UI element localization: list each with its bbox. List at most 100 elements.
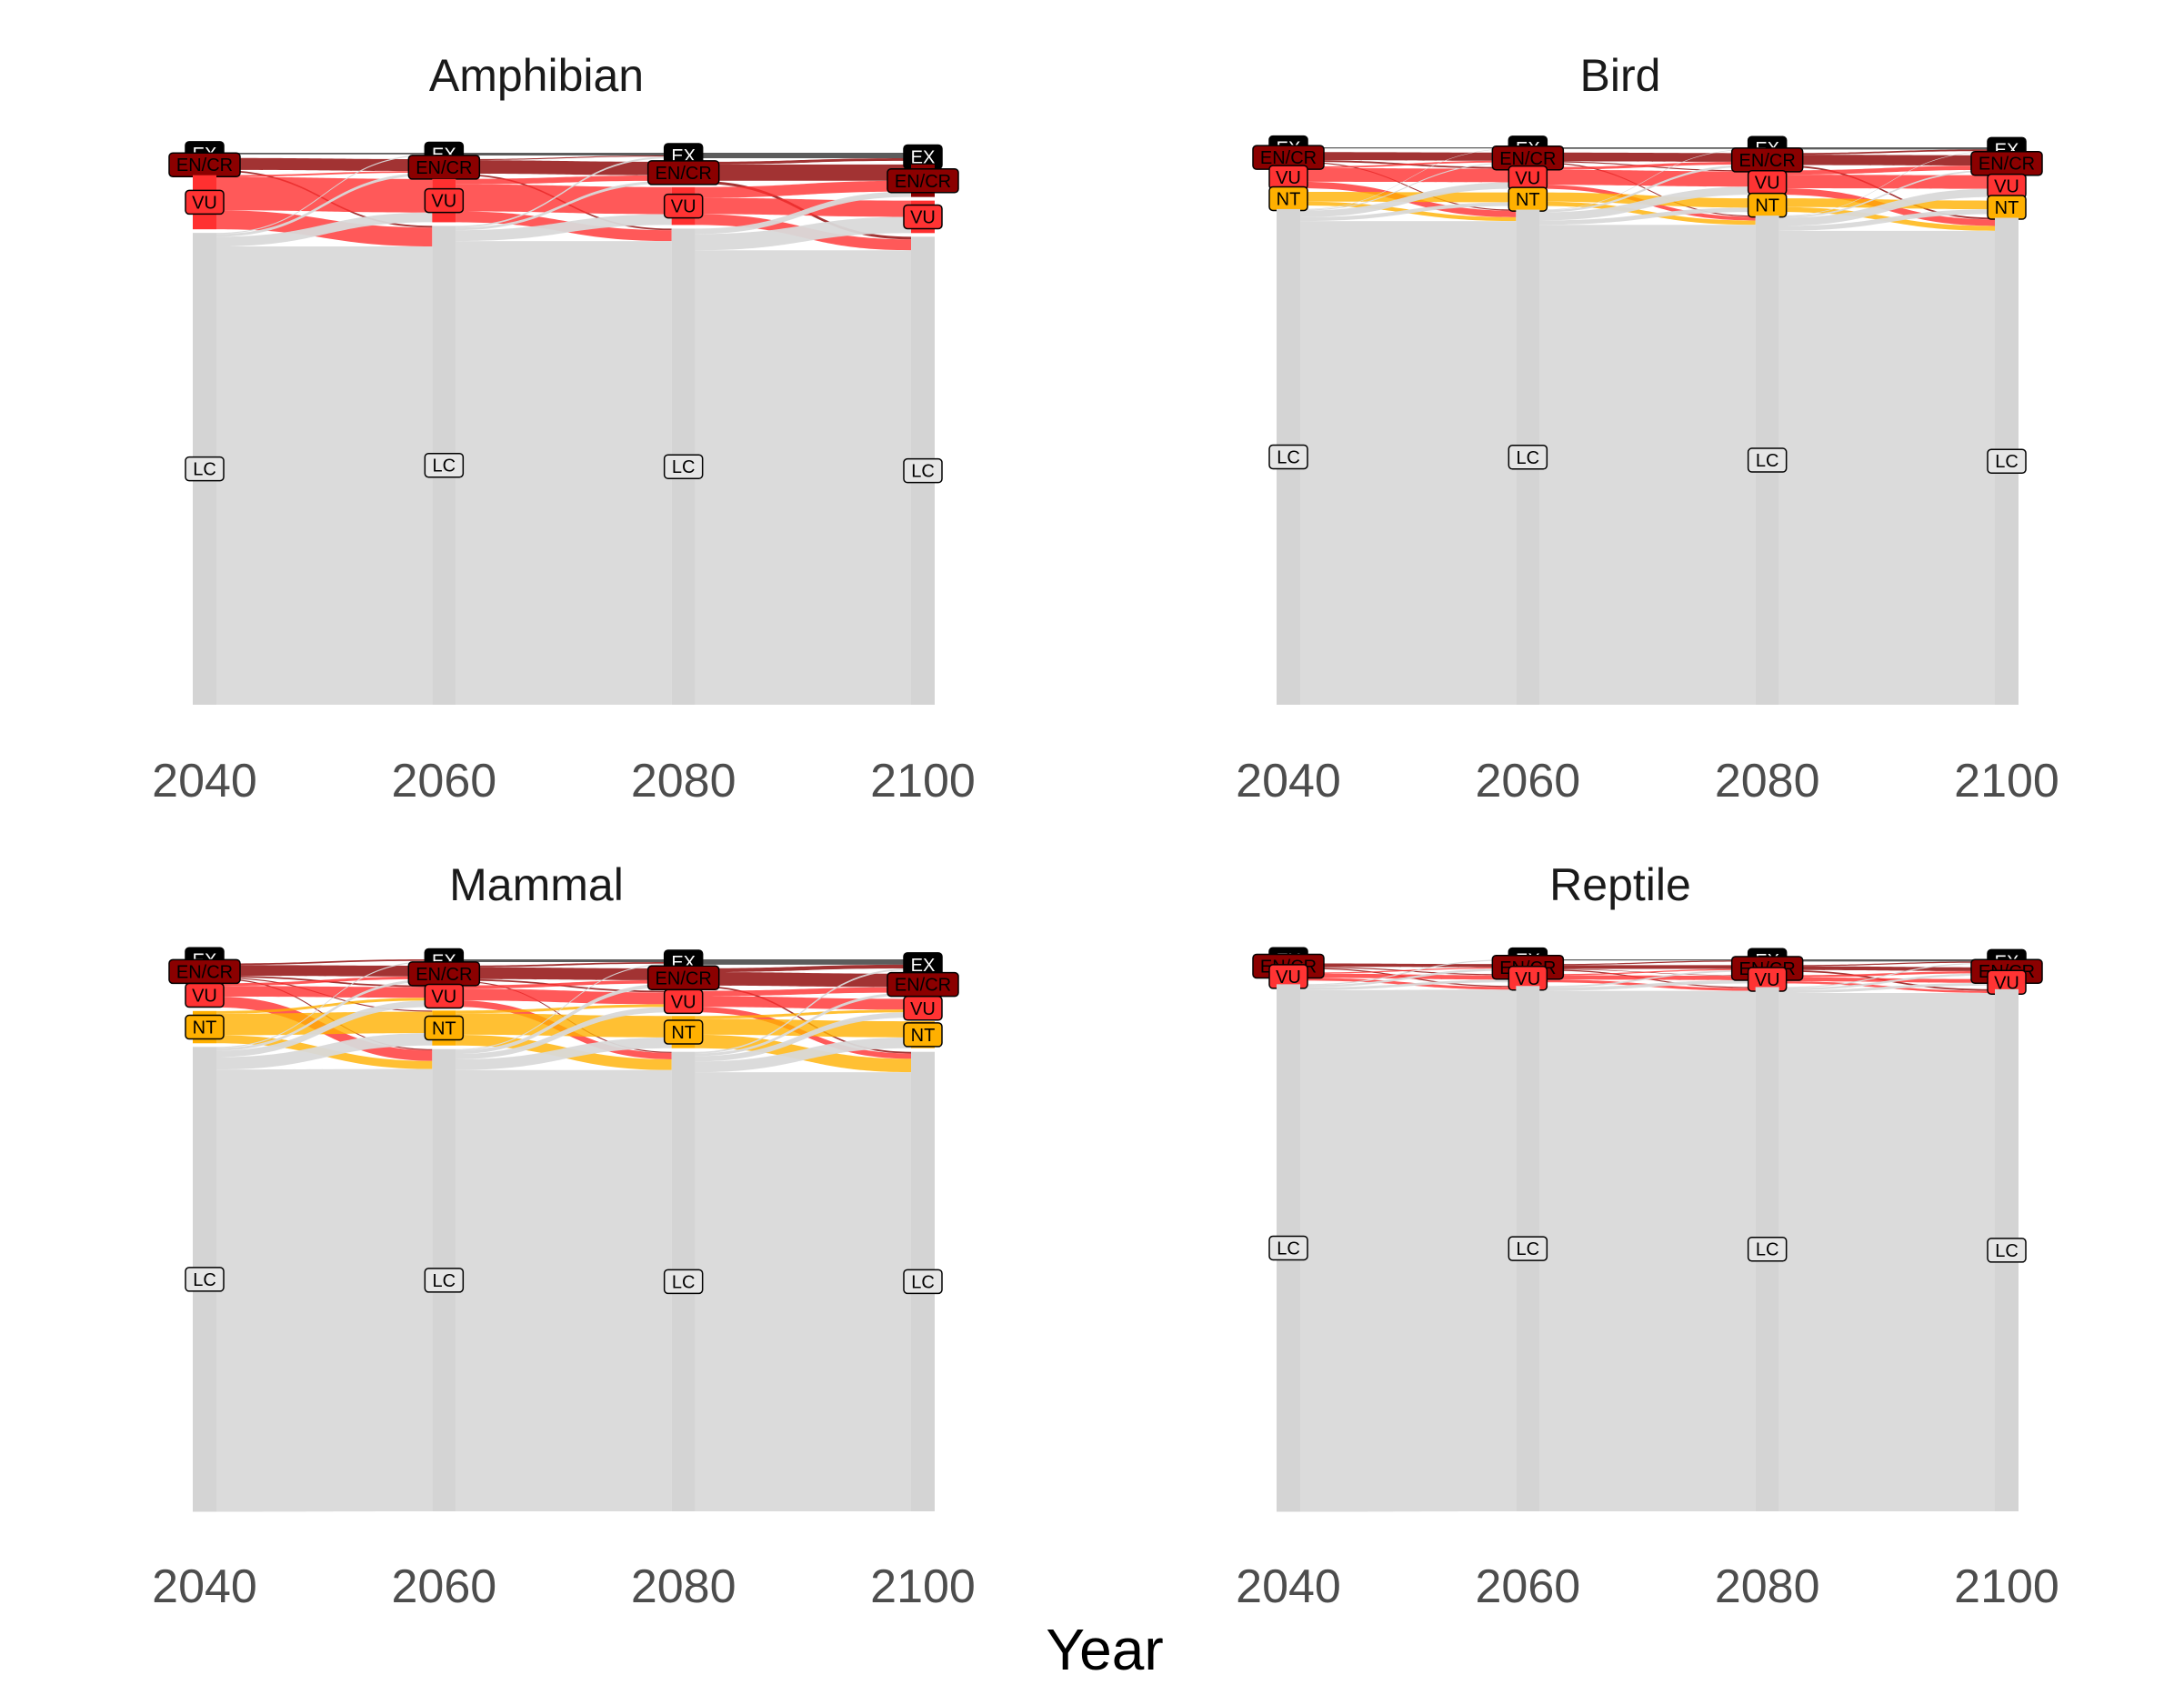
node-label-box-lc-2040 <box>1268 1235 1308 1261</box>
node-label-box-en-cr-2100 <box>887 168 959 194</box>
flow-vu-to-vu-2060 <box>1539 975 1756 980</box>
flow-vu-to-vu-2080 <box>1778 977 1995 983</box>
node-label-box-vu-2040 <box>185 189 225 216</box>
flow-lc-to-en-cr-2080 <box>1778 169 1995 218</box>
x-tick-label: 2100 <box>870 1560 976 1613</box>
flows <box>1300 959 1995 1512</box>
flow-vu-to-en-cr-2060 <box>1539 968 1756 976</box>
flow-ex-to-ex-2060 <box>456 959 672 962</box>
flow-lc-to-lc-2040 <box>1300 221 1517 705</box>
flow-lc-to-vu-2060 <box>1539 979 1756 991</box>
node-label-en-cr-2060: EN/CR <box>416 965 472 985</box>
node-label-box-lc-2100 <box>1987 448 2027 474</box>
flow-vu-to-vu-2080 <box>1778 175 1995 189</box>
flow-lc-to-vu-2080 <box>1778 982 1995 993</box>
node-label-vu-2060: VU <box>431 192 456 212</box>
flow-vu-to-en-cr-2080 <box>1778 165 1995 176</box>
node-label-vu-2080: VU <box>1755 174 1780 194</box>
node-label-lc-2060: LC <box>433 1271 456 1291</box>
flow-en-cr-to-ex-2040 <box>216 959 433 966</box>
flow-vu-to-en-cr-2060 <box>1539 161 1756 170</box>
flow-en-cr-to-en-cr-2040 <box>1300 152 1517 161</box>
x-tick-label: 2040 <box>152 755 257 807</box>
flow-nt-to-nt-2080 <box>695 1018 911 1038</box>
flow-vu-to-vu-2080 <box>695 996 911 1010</box>
flow-vu-to-en-cr-2040 <box>216 976 433 987</box>
flow-lc-to-lc-2060 <box>1539 225 1756 705</box>
flow-lc-to-lc-2080 <box>695 1072 911 1511</box>
flow-vu-to-vu-2040 <box>1300 973 1517 980</box>
x-tick-label: 2040 <box>1236 755 1341 807</box>
flow-lc-to-lc-2040 <box>1300 989 1517 1512</box>
flows <box>216 959 911 1512</box>
flow-en-cr-to-lc-2080 <box>1778 165 1995 220</box>
flow-lc-to-nt-2080 <box>695 1037 911 1073</box>
flow-lc-to-en-cr-2040 <box>1300 968 1517 988</box>
flow-en-cr-to-lc-2080 <box>695 985 911 1054</box>
node-label-vu-2100: VU <box>910 999 936 1019</box>
node-label-vu-2080: VU <box>1755 970 1780 990</box>
flow-lc-to-ex-2040 <box>1300 148 1517 210</box>
flow-en-cr-to-ex-2080 <box>1778 961 1995 967</box>
panel-title: Mammal <box>449 859 624 910</box>
node-label-box-lc-2060 <box>424 1268 465 1293</box>
node-label-en-cr-2080: EN/CR <box>656 164 712 184</box>
flow-vu-to-en-cr-2040 <box>1300 967 1517 974</box>
flow-vu-to-vu-2040 <box>216 986 433 998</box>
node-label-en-cr-2080: EN/CR <box>656 968 712 988</box>
flow-lc-to-lc-2060 <box>1539 990 1756 1511</box>
node-label-en-cr-2060: EN/CR <box>416 158 472 178</box>
panel-title: Bird <box>1580 50 1661 101</box>
node-label-vu-2080: VU <box>671 992 696 1012</box>
flow-lc-to-nt-2040 <box>1300 202 1517 222</box>
flow-lc-to-nt-2040 <box>216 1033 433 1070</box>
flow-nt-to-vu-2040 <box>216 998 433 1014</box>
flow-lc-to-lc-2080 <box>695 250 911 705</box>
node-label-box-lc-2100 <box>903 1269 943 1295</box>
x-tick-label: 2080 <box>1715 755 1820 807</box>
x-tick-label: 2080 <box>631 755 736 807</box>
node-label-lc-2080: LC <box>672 457 696 477</box>
flow-en-cr-to-ex-2060 <box>1539 960 1756 966</box>
panel-mammal: EXEN/CRVUNTLCEXEN/CRVUNTLCEXEN/CRVUNTLCE… <box>152 859 976 1613</box>
node-label-box-vu-2080 <box>663 193 704 219</box>
flow-ex-to-ex-2080 <box>1778 147 1995 150</box>
flow-lc-to-ex-2040 <box>216 154 433 235</box>
node-label-vu-2040: VU <box>192 193 217 213</box>
node-label-nt-2080: NT <box>1755 196 1779 216</box>
node-label-box-lc-2080 <box>663 454 704 479</box>
flows <box>216 153 911 705</box>
x-tick-label: 2100 <box>1954 755 2059 807</box>
flow-lc-to-vu-2060 <box>456 214 672 242</box>
node-label-box-lc-2100 <box>903 457 943 484</box>
node-label-vu-2100: VU <box>910 207 936 227</box>
node-label-box-lc-2040 <box>1268 444 1308 470</box>
flow-en-cr-to-ex-2080 <box>695 157 911 165</box>
flow-lc-to-en-cr-2080 <box>695 191 911 235</box>
flow-en-cr-to-en-cr-2040 <box>216 157 433 172</box>
node-label-lc-2040: LC <box>193 1270 216 1290</box>
flow-nt-to-vu-2080 <box>695 1009 911 1019</box>
panel-reptile: EXEN/CRVULCEXEN/CRVULCEXEN/CRVULCEXEN/CR… <box>1236 859 2059 1613</box>
flow-ex-to-ex-2080 <box>695 959 911 965</box>
flow-lc-to-en-cr-2060 <box>1539 164 1756 213</box>
node-label-nt-2040: NT <box>1277 189 1301 209</box>
node-label-lc-2100: LC <box>1995 1241 2019 1261</box>
flow-en-cr-to-ex-2080 <box>695 964 911 973</box>
flow-vu-to-en-cr-2080 <box>695 987 911 997</box>
x-tick-label: 2060 <box>391 755 496 807</box>
panel-amphibian: EXEN/CRVULCEXEN/CRVULCEXEN/CRVULCEXEN/CR… <box>152 50 976 807</box>
node-label-box-nt-2100 <box>903 1022 943 1048</box>
node-label-box-lc-2060 <box>1508 1236 1548 1261</box>
x-tick-label: 2100 <box>1954 1560 2059 1613</box>
node-label-en-cr-2040: EN/CR <box>1260 148 1317 168</box>
node-label-lc-2040: LC <box>193 460 216 480</box>
flow-lc-to-lc-2040 <box>216 246 433 705</box>
node-label-vu-2040: VU <box>1276 968 1301 988</box>
node-label-vu-2100: VU <box>1994 973 2019 993</box>
node-label-box-lc-2040 <box>185 1267 225 1292</box>
node-label-en-cr-2100: EN/CR <box>895 976 951 996</box>
flow-lc-to-vu-2040 <box>1300 182 1517 217</box>
flow-lc-to-ex-2080 <box>695 968 911 1054</box>
node-label-vu-2060: VU <box>1515 169 1540 189</box>
